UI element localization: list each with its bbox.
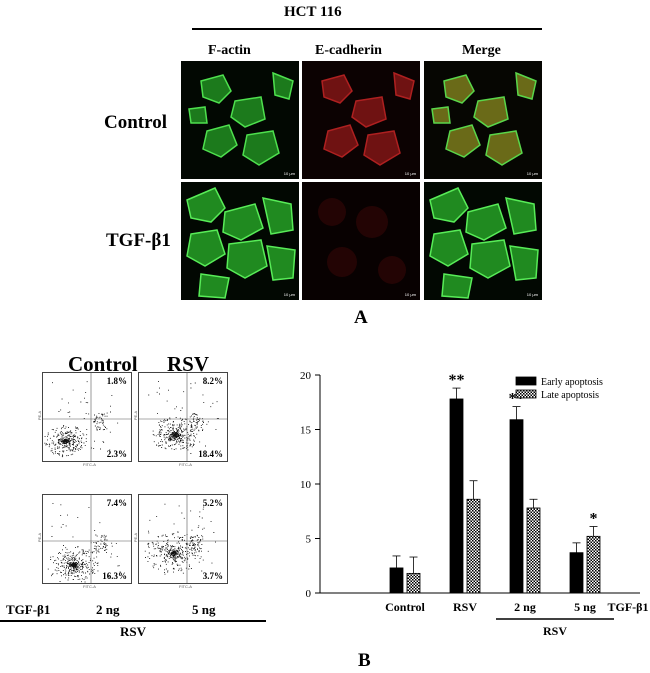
micrograph-tgf-merge: 10 μm [424,182,542,300]
flow-upper-right-percent: 5.2% [202,498,223,508]
flow-plot: 8.2% 18.4% FITC-A PE-A [133,372,228,467]
flow-lower-right-percent: 2.3% [106,449,127,459]
micrograph-control-e-cadherin: 10 μm [302,61,420,179]
column-title-merge: Merge [462,43,501,58]
flow-lower-right-percent: 16.3% [102,571,127,581]
cell-line-title: HCT 116 [284,4,342,20]
micrograph-control-f-actin: 10 μm [181,61,299,179]
flow-x-axis-label: FITC-A [83,462,96,467]
y-tick-label: 5 [306,534,312,546]
row-label-tgf: TGF-β1 [106,230,171,251]
row-label-control: Control [104,112,167,133]
y-tick-label: 0 [306,588,312,600]
flow-x-axis-label: FITC-A [83,584,96,589]
x-category-label: RSV [453,600,477,614]
column-title-e-cadherin: E-cadherin [315,43,382,58]
flow-plot: 1.8% 2.3% FITC-A PE-A [37,372,132,467]
flow-x-axis-label: FITC-A [179,462,192,467]
scale-bar-label: 10 μm [404,292,416,297]
flow-plot: 7.4% 16.3% FITC-A PE-A [37,494,132,589]
x-label-tgf: TGF-β1 [608,600,649,614]
flow-plot: 5.2% 3.7% FITC-A PE-A [133,494,228,589]
scale-bar-label: 10 μm [526,292,538,297]
scale-bar-label: 10 μm [404,171,416,176]
flow-lower-right-percent: 18.4% [198,449,223,459]
rsv-group-label: RSV [543,624,567,638]
legend-swatch-late [515,389,537,399]
panel-a-letter: A [354,307,368,328]
y-tick-label: 20 [300,370,312,382]
legend-swatch-early [515,376,537,386]
flow-upper-right-percent: 7.4% [106,498,127,508]
cell-line-underline [192,28,542,30]
dose-label-5ng: 5 ng [192,602,216,617]
legend-label: Early apoptosis [541,377,603,388]
early-apoptosis-bar [569,552,584,594]
x-category-label: 2 ng [514,600,536,614]
flow-y-axis-label: PE-A [133,532,139,543]
legend-label: Late apoptosis [541,390,599,401]
significance-mark: ** [449,372,465,389]
flow-upper-right-percent: 8.2% [202,376,223,386]
micrograph-tgf-f-actin: 10 μm [181,182,299,300]
flow-y-axis-label: PE-A [133,410,139,421]
late-apoptosis-bar [406,572,421,594]
y-tick-label: 10 [300,479,312,491]
late-apoptosis-bar [526,507,541,594]
flow-y-axis-label: PE-A [37,532,43,543]
micrograph-control-merge: 10 μm [424,61,542,179]
early-apoptosis-bar [449,398,464,594]
dose-label-2ng: 2 ng [96,602,120,617]
early-apoptosis-bar [509,419,524,594]
flow-rsv-line [0,620,266,622]
flow-lower-right-percent: 3.7% [202,571,223,581]
scale-bar-label: 10 μm [283,292,295,297]
micrograph-tgf-e-cadherin: 10 μm [302,182,420,300]
late-apoptosis-bar [466,498,481,594]
scale-bar-label: 10 μm [283,171,295,176]
flow-rsv-label: RSV [120,624,147,639]
panel-b-letter: B [358,650,371,671]
y-tick-label: 15 [300,425,312,437]
flow-x-axis-label: FITC-A [179,584,192,589]
late-apoptosis-bar [586,535,601,594]
flow-upper-right-percent: 1.8% [106,376,127,386]
scale-bar-label: 10 μm [526,171,538,176]
significance-mark: * [590,511,598,528]
tgf-row-label: TGF-β1 [6,602,51,617]
flow-y-axis-label: PE-A [37,410,43,421]
x-category-label: Control [385,600,425,614]
early-apoptosis-bar [389,567,404,594]
column-title-f-actin: F-actin [208,43,251,58]
x-category-label: 5 ng [574,600,596,614]
